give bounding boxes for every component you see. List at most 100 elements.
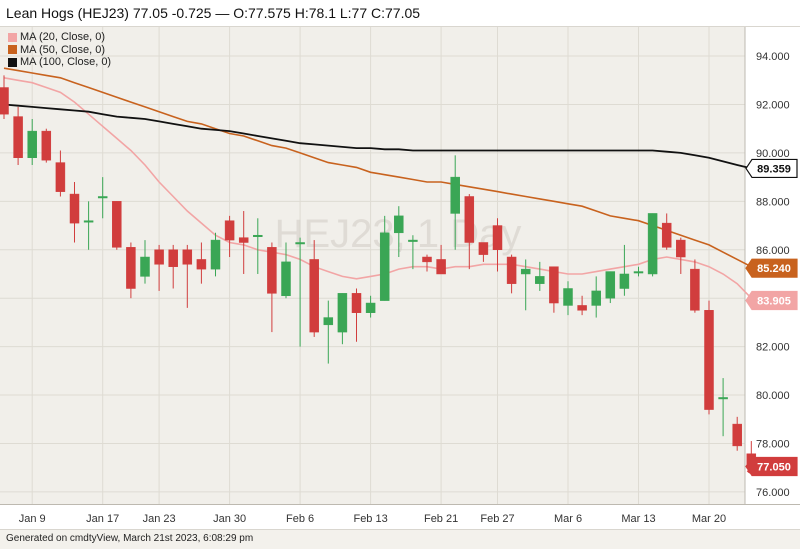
legend-item-ma20: MA (20, Close, 0) bbox=[8, 31, 111, 44]
price-axis-label: 85.240 bbox=[745, 258, 798, 278]
chart-header: Lean Hogs (HEJ23) 77.05 -0.725 — O:77.57… bbox=[0, 0, 800, 27]
legend-label-ma100: MA (100, Close, 0) bbox=[20, 56, 112, 68]
candle-body[interactable] bbox=[337, 293, 348, 333]
candle-body[interactable] bbox=[605, 271, 616, 299]
candle-body[interactable] bbox=[267, 247, 277, 294]
candle-body[interactable] bbox=[168, 249, 178, 267]
plot-area[interactable] bbox=[0, 27, 745, 504]
candle-body[interactable] bbox=[27, 130, 37, 159]
candle-body[interactable] bbox=[661, 222, 672, 248]
candle-body[interactable] bbox=[633, 271, 644, 274]
legend-item-ma50: MA (50, Close, 0) bbox=[8, 44, 111, 57]
price-axis-label-box bbox=[745, 290, 798, 311]
x-tick-label: Mar 6 bbox=[554, 513, 582, 525]
footer-text: Generated on cmdtyView, March 21st 2023,… bbox=[6, 533, 254, 544]
candle-body[interactable] bbox=[379, 232, 390, 301]
candle-body[interactable] bbox=[718, 397, 728, 400]
ma20-line bbox=[3, 77, 752, 299]
candle-body[interactable] bbox=[281, 261, 291, 297]
candle-body[interactable] bbox=[464, 196, 475, 243]
y-tick-label: 88.000 bbox=[756, 196, 790, 208]
y-tick-label: 76.000 bbox=[756, 487, 790, 499]
candle-body[interactable] bbox=[210, 239, 221, 270]
candle-body[interactable] bbox=[563, 288, 573, 306]
legend-swatch-ma50 bbox=[8, 45, 17, 55]
candle-body[interactable] bbox=[0, 87, 9, 115]
candle-body[interactable] bbox=[492, 225, 503, 251]
y-tick-label: 90.000 bbox=[756, 148, 790, 160]
x-tick-label: Feb 21 bbox=[424, 513, 458, 525]
legend-label-ma20: MA (20, Close, 0) bbox=[20, 31, 105, 43]
price-chart[interactable]: 76.00078.00080.00082.00084.00086.00088.0… bbox=[0, 27, 800, 529]
candle-body[interactable] bbox=[436, 259, 446, 275]
price-axis-label: 83.905 bbox=[745, 290, 798, 311]
y-tick-label: 80.000 bbox=[756, 390, 790, 402]
candle-body[interactable] bbox=[408, 239, 418, 242]
y-tick-label: 82.000 bbox=[756, 342, 790, 354]
legend-label-ma50: MA (50, Close, 0) bbox=[20, 43, 105, 56]
candle-body[interactable] bbox=[619, 273, 630, 289]
candle-body[interactable] bbox=[704, 310, 714, 410]
candle-body[interactable] bbox=[647, 213, 658, 275]
candle-body[interactable] bbox=[591, 290, 601, 306]
candle-body[interactable] bbox=[506, 256, 517, 284]
price-axis-label-box bbox=[745, 158, 798, 179]
price-axis-label-box bbox=[745, 456, 798, 477]
candle-body[interactable] bbox=[41, 130, 52, 161]
price-axis-label: 89.359 bbox=[745, 158, 798, 179]
candle-body[interactable] bbox=[295, 242, 305, 245]
legend-swatch-ma100 bbox=[8, 57, 17, 67]
candle-body[interactable] bbox=[97, 196, 108, 199]
candle-body[interactable] bbox=[351, 293, 362, 313]
ma100-line bbox=[3, 103, 752, 170]
candle-body[interactable] bbox=[196, 259, 207, 270]
x-tick-label: Jan 9 bbox=[19, 513, 46, 525]
candle-body[interactable] bbox=[182, 249, 193, 265]
candle-body[interactable] bbox=[140, 256, 150, 277]
candle-body[interactable] bbox=[112, 201, 122, 248]
candle-body[interactable] bbox=[478, 242, 489, 255]
price-axis-label-text: 89.359 bbox=[757, 163, 791, 175]
candle-body[interactable] bbox=[676, 239, 686, 258]
candle-body[interactable] bbox=[549, 266, 559, 304]
candle-body[interactable] bbox=[238, 237, 249, 243]
price-axis-label-box bbox=[745, 258, 798, 278]
price-axis-label-text: 77.050 bbox=[757, 461, 791, 473]
footer: Generated on cmdtyView, March 21st 2023,… bbox=[0, 529, 800, 549]
candle-body[interactable] bbox=[154, 249, 164, 265]
x-tick-label: Jan 30 bbox=[213, 513, 246, 525]
x-tick-label: Jan 17 bbox=[86, 513, 119, 525]
x-tick-label: Feb 27 bbox=[480, 513, 514, 525]
y-tick-label: 92.000 bbox=[756, 99, 790, 111]
candle-body[interactable] bbox=[732, 423, 742, 447]
candle-body[interactable] bbox=[253, 234, 263, 237]
candle-body[interactable] bbox=[126, 247, 136, 289]
candle-body[interactable] bbox=[690, 268, 700, 311]
y-tick-label: 78.000 bbox=[756, 438, 790, 450]
candle-body[interactable] bbox=[422, 256, 432, 263]
candle-body[interactable] bbox=[323, 317, 334, 326]
candle-body[interactable] bbox=[535, 276, 545, 284]
x-tick-label: Mar 20 bbox=[692, 513, 726, 525]
price-axis-label: 77.050 bbox=[745, 456, 798, 477]
candle-body[interactable] bbox=[309, 259, 319, 333]
candle-body[interactable] bbox=[224, 220, 235, 241]
candle-body[interactable] bbox=[577, 305, 587, 311]
ma50-line bbox=[3, 67, 752, 268]
candle-body[interactable] bbox=[394, 215, 404, 234]
candle-body[interactable] bbox=[450, 176, 460, 214]
candle-body[interactable] bbox=[69, 193, 80, 224]
price-axis-label-text: 83.905 bbox=[757, 295, 791, 307]
candle-body[interactable] bbox=[520, 268, 531, 275]
x-tick-label: Feb 13 bbox=[353, 513, 387, 525]
candle-body[interactable] bbox=[365, 302, 376, 313]
y-tick-label: 94.000 bbox=[756, 51, 790, 63]
x-tick-label: Jan 23 bbox=[143, 513, 176, 525]
x-tick-label: Feb 6 bbox=[286, 513, 314, 525]
candle-body[interactable] bbox=[55, 162, 66, 192]
legend: MA (20, Close, 0) MA (50, Close, 0) MA (… bbox=[8, 31, 111, 69]
price-axis-label-text: 85.240 bbox=[757, 263, 791, 275]
candle-body[interactable] bbox=[13, 116, 23, 159]
candle-body[interactable] bbox=[83, 220, 94, 223]
legend-item-ma100: MA (100, Close, 0) bbox=[8, 56, 111, 69]
